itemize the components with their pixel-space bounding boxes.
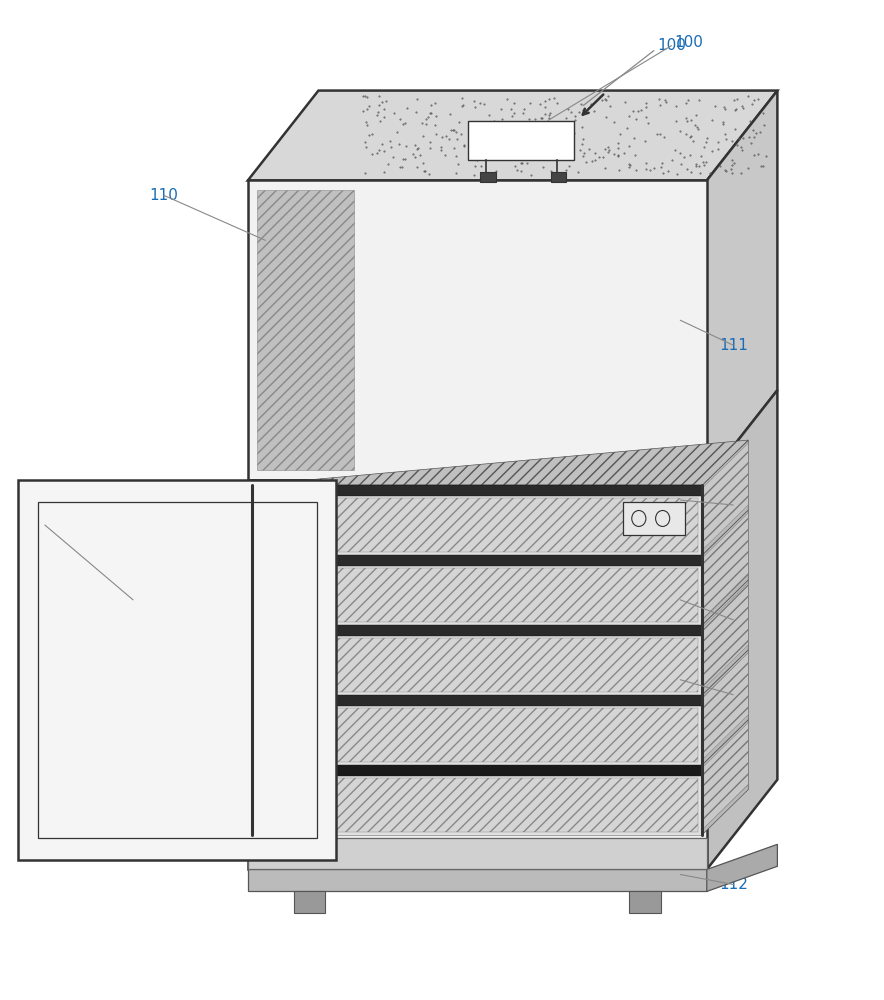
Bar [551, 172, 567, 182]
Polygon shape [703, 440, 748, 555]
Text: 20: 20 [724, 612, 743, 627]
Polygon shape [703, 653, 748, 760]
Bar [256, 778, 698, 832]
Polygon shape [703, 513, 748, 620]
Polygon shape [703, 723, 748, 830]
Bar [252, 765, 703, 776]
Bar [252, 695, 703, 706]
Text: 22: 22 [724, 687, 743, 702]
Text: 110: 110 [149, 188, 179, 203]
Bar [480, 172, 496, 182]
Bar [256, 190, 354, 470]
Polygon shape [703, 650, 748, 765]
Text: 111: 111 [719, 338, 748, 353]
Bar [252, 485, 703, 835]
Bar [256, 568, 698, 622]
Bar [623, 502, 685, 535]
Bar [256, 498, 698, 552]
Bar [252, 625, 703, 636]
Polygon shape [707, 390, 777, 869]
Bar [248, 480, 707, 869]
Text: 120: 120 [30, 517, 59, 532]
Bar [248, 869, 707, 891]
Polygon shape [707, 844, 777, 891]
Text: 112: 112 [719, 877, 748, 892]
Bar [629, 891, 661, 913]
Polygon shape [707, 91, 777, 480]
Polygon shape [212, 822, 345, 864]
Bar [256, 638, 698, 692]
Bar [252, 555, 703, 566]
Bar [469, 121, 575, 160]
Bar [248, 838, 707, 869]
Polygon shape [252, 440, 748, 485]
Polygon shape [703, 510, 748, 625]
Polygon shape [703, 720, 748, 835]
Polygon shape [703, 443, 748, 550]
Polygon shape [248, 91, 777, 180]
Bar [256, 708, 698, 762]
Bar [252, 485, 703, 496]
Bar [248, 180, 707, 480]
Text: 100: 100 [657, 38, 686, 53]
Bar [38, 502, 316, 838]
Text: 113: 113 [719, 497, 748, 512]
Bar [293, 891, 325, 913]
Polygon shape [703, 580, 748, 695]
Text: 100: 100 [674, 35, 704, 50]
Bar [19, 480, 336, 859]
Polygon shape [703, 583, 748, 690]
